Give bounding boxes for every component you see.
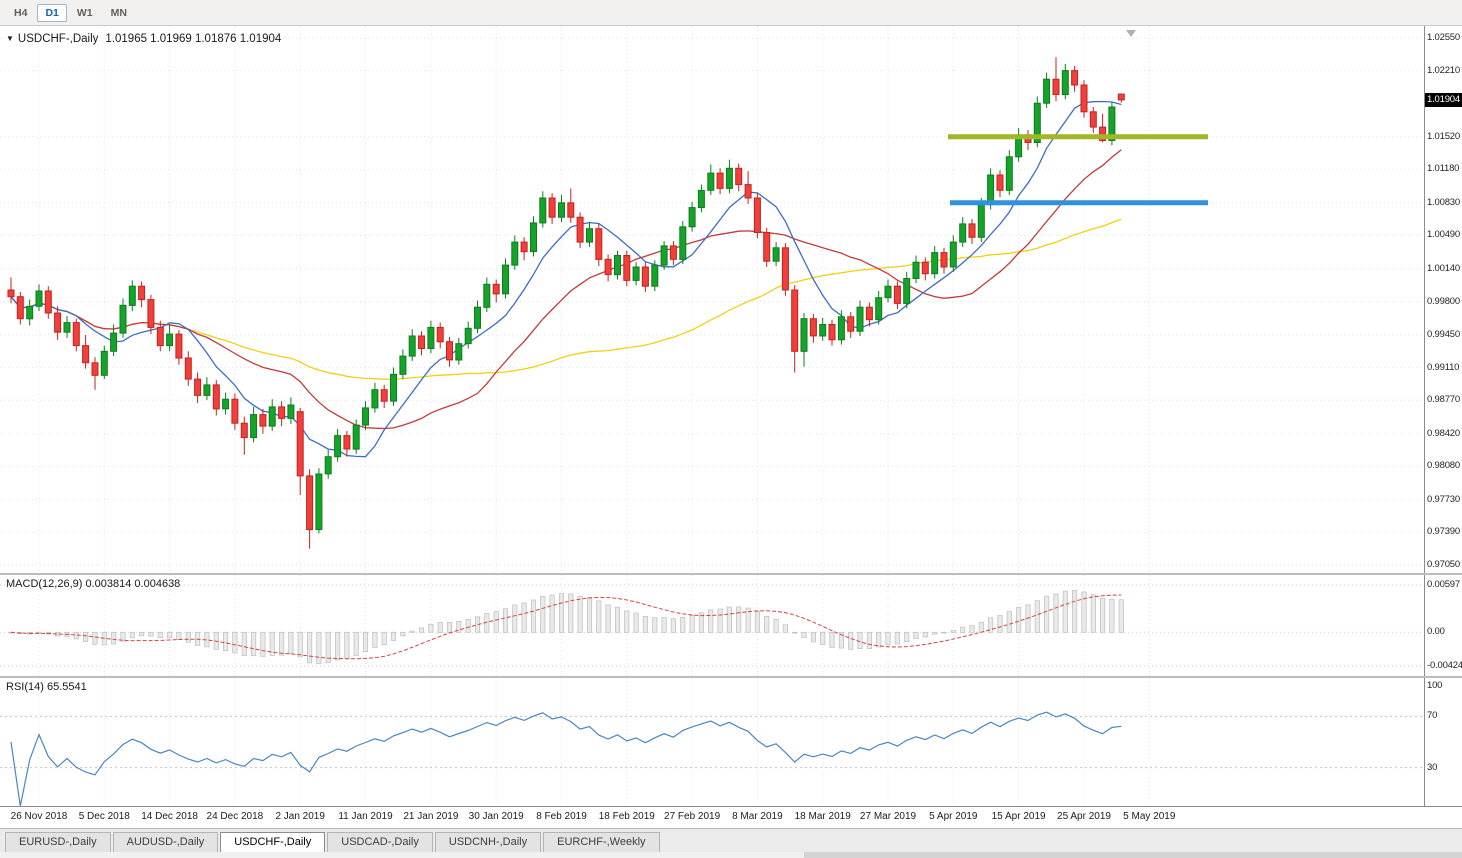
candlestick-chart bbox=[0, 26, 1424, 573]
chart-ohlc-values: 1.01965 1.01969 1.01876 1.01904 bbox=[105, 33, 282, 45]
rsi-value: 65.5541 bbox=[46, 681, 87, 693]
grid-lines bbox=[0, 26, 1424, 573]
price-axis-label: 1.01180 bbox=[1427, 163, 1460, 175]
price-axis-label: 0.97730 bbox=[1427, 493, 1460, 505]
chart-title: ▼ USDCHF-,Daily 1.01965 1.01969 1.01876 1.… bbox=[6, 33, 281, 45]
date-label: 24 Dec 2018 bbox=[206, 811, 264, 822]
chart-tab-audusd-daily[interactable]: AUDUSD-,Daily bbox=[112, 832, 219, 852]
price-axis-label: 1.00830 bbox=[1427, 196, 1460, 208]
date-label: 18 Mar 2019 bbox=[794, 811, 851, 822]
rsi-title: RSI(14) 65.5541 bbox=[6, 681, 87, 693]
timeframe-button-h4[interactable]: H4 bbox=[14, 6, 28, 19]
candles bbox=[7, 57, 1125, 549]
macd-values: 0.003814 0.004638 bbox=[85, 578, 181, 590]
ma-fast-line bbox=[10, 100, 1122, 458]
macd-signal-line bbox=[10, 594, 1122, 660]
chart-tab-usdchf-daily[interactable]: USDCHF-,Daily bbox=[220, 832, 326, 852]
date-label: 14 Dec 2018 bbox=[141, 811, 198, 822]
current-price-badge: 1.01904 bbox=[1425, 92, 1462, 107]
price-axis-label: 0.99110 bbox=[1427, 361, 1460, 373]
price-axis-label: 0.00 bbox=[1427, 626, 1445, 638]
grid-lines bbox=[0, 575, 1424, 676]
macd-histogram bbox=[8, 590, 1124, 664]
date-label: 8 Feb 2019 bbox=[536, 811, 587, 822]
date-label: 21 Jan 2019 bbox=[403, 811, 459, 822]
date-label: 5 Dec 2018 bbox=[78, 811, 130, 822]
price-axis-label: 30 bbox=[1427, 761, 1438, 773]
price-axis-label: 0.99450 bbox=[1427, 329, 1460, 340]
date-label: 8 Mar 2019 bbox=[732, 811, 783, 822]
price-axis-label: 1.02550 bbox=[1427, 32, 1460, 43]
ma-mid-line bbox=[10, 149, 1122, 430]
main-chart-panel[interactable]: ▼ USDCHF-,Daily 1.01965 1.01969 1.01876 1.… bbox=[0, 26, 1424, 573]
date-label: 27 Feb 2019 bbox=[664, 811, 721, 822]
rsi-line bbox=[10, 711, 1122, 806]
chart-tab-usdcnh-daily[interactable]: USDCNH-,Daily bbox=[434, 832, 542, 852]
rsi-panel[interactable]: RSI(14) 65.5541 bbox=[0, 678, 1424, 806]
level-lines[interactable] bbox=[948, 134, 1208, 206]
price-axis-label: 0.98420 bbox=[1427, 427, 1460, 439]
price-axis-label: 0.98770 bbox=[1427, 394, 1460, 406]
macd-chart bbox=[0, 575, 1424, 676]
time-axis: 26 Nov 2018 5 Dec 2018 14 Dec 2018 24 Dec 2… bbox=[0, 806, 1462, 828]
timeframe-button-mn[interactable]: MN bbox=[110, 6, 127, 19]
chart-shift-marker bbox=[1126, 30, 1136, 37]
timeframe-toolbar: H4 D1 W1 MN bbox=[0, 0, 1462, 26]
rsi-label: RSI(14) bbox=[6, 681, 44, 693]
macd-label: MACD(12,26,9) bbox=[6, 578, 83, 590]
price-axis-label: 1.01520 bbox=[1427, 130, 1460, 142]
timeframe-button-w1[interactable]: W1 bbox=[76, 6, 93, 19]
date-label: 27 Mar 2019 bbox=[859, 811, 917, 822]
date-label: 26 Nov 2018 bbox=[10, 811, 68, 822]
chart-tab-eurchf-weekly[interactable]: EURCHF-,Weekly bbox=[543, 832, 660, 852]
timeframe-button-d1[interactable]: D1 bbox=[37, 3, 67, 22]
price-axis-label: 70 bbox=[1427, 710, 1438, 722]
price-axis-label: 0.97050 bbox=[1427, 559, 1460, 570]
date-label: 2 Jan 2019 bbox=[275, 811, 325, 822]
panel-divider[interactable] bbox=[0, 573, 1462, 575]
price-axis: 1.01904 1.02550 1.02210 1.01520 1.01180 1.00… bbox=[1424, 26, 1462, 806]
date-label: 11 Jan 2019 bbox=[338, 811, 393, 822]
rsi-chart bbox=[0, 678, 1424, 806]
price-axis-label: 100 bbox=[1427, 680, 1443, 691]
price-axis-label: 1.00140 bbox=[1427, 262, 1460, 274]
price-axis-label: 1.00490 bbox=[1427, 229, 1460, 241]
price-axis-label: 1.02210 bbox=[1427, 64, 1460, 76]
date-label: 5 May 2019 bbox=[1123, 811, 1176, 822]
grid-lines bbox=[0, 678, 1424, 806]
chart-tab-eurusd-daily[interactable]: EURUSD-,Daily bbox=[5, 832, 111, 852]
chart-tabs-bar: EURUSD-,Daily AUDUSD-,Daily USDCHF-,Daily U… bbox=[0, 828, 1462, 852]
date-label: 18 Feb 2019 bbox=[598, 811, 655, 822]
date-label: 5 Apr 2019 bbox=[929, 811, 978, 822]
macd-panel[interactable]: MACD(12,26,9) 0.003814 0.004638 bbox=[0, 575, 1424, 676]
symbol-dropdown-icon[interactable]: ▼ bbox=[6, 34, 14, 43]
price-axis-label: 0.97390 bbox=[1427, 526, 1460, 538]
price-axis-label: 0.00597 bbox=[1427, 579, 1460, 590]
chart-symbol-title: USDCHF-,Daily bbox=[17, 33, 99, 45]
macd-title: MACD(12,26,9) 0.003814 0.004638 bbox=[6, 578, 180, 590]
price-axis-label: 0.98080 bbox=[1427, 460, 1460, 472]
date-label: 25 Apr 2019 bbox=[1057, 811, 1111, 822]
panel-divider[interactable] bbox=[0, 676, 1462, 678]
date-label: 15 Apr 2019 bbox=[991, 811, 1046, 822]
price-axis-label: -0.00424 bbox=[1427, 660, 1462, 671]
date-label: 30 Jan 2019 bbox=[468, 811, 524, 822]
horizontal-scrollbar[interactable] bbox=[0, 852, 1462, 858]
chart-tab-usdcad-daily[interactable]: USDCAD-,Daily bbox=[327, 832, 433, 852]
price-axis-label: 0.99800 bbox=[1427, 295, 1460, 307]
scrollbar-thumb[interactable] bbox=[804, 852, 1462, 858]
